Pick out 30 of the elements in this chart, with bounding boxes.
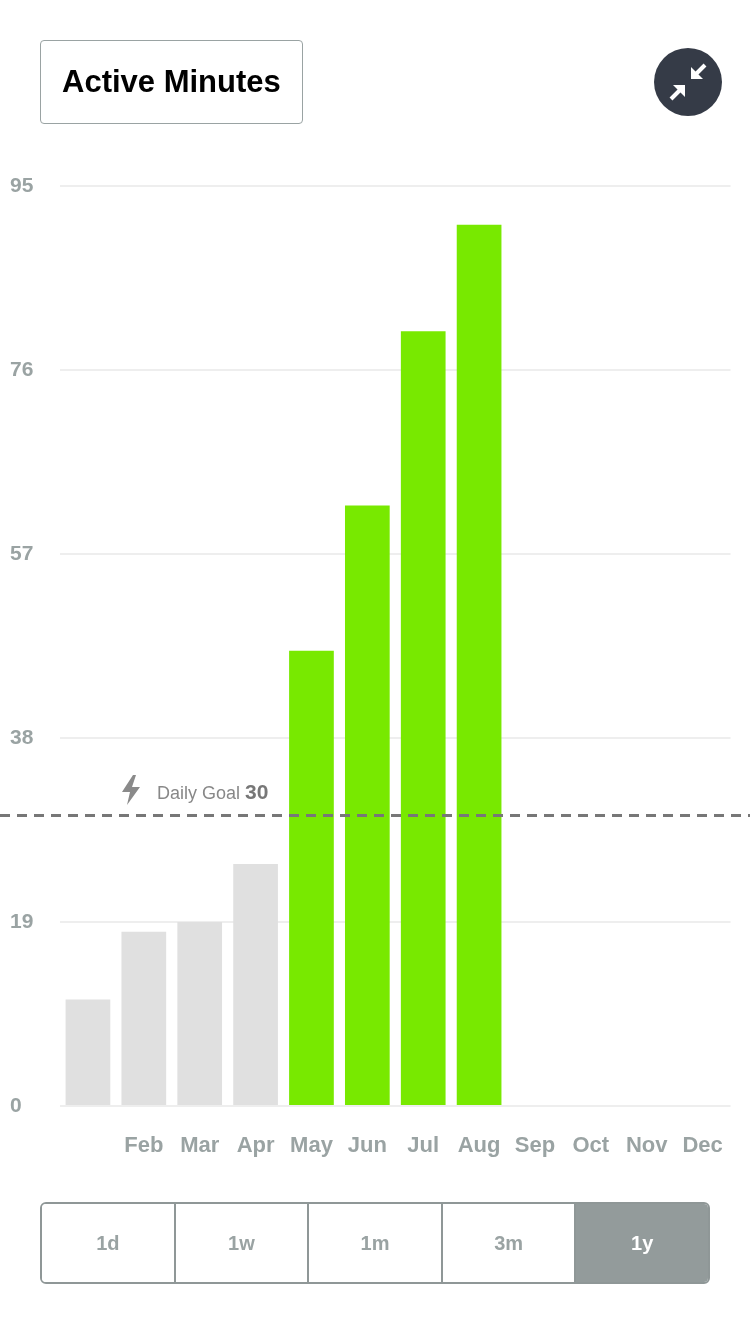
bar	[233, 863, 278, 1105]
x-tick-label: Jul	[407, 1132, 440, 1158]
x-tick-label: Feb	[124, 1132, 164, 1158]
bar	[344, 505, 390, 1105]
bar	[65, 999, 111, 1105]
x-tick-label: Nov	[625, 1132, 669, 1158]
x-tick-label: May	[290, 1132, 334, 1158]
bar	[289, 650, 334, 1105]
bar	[177, 922, 223, 1105]
bar	[400, 331, 446, 1105]
x-tick-label: Aug	[457, 1132, 501, 1158]
y-tick-label: 76	[10, 356, 34, 380]
bar	[456, 224, 502, 1105]
y-tick-label: 19	[10, 908, 34, 932]
annotation: 30	[245, 780, 269, 804]
ref-line-label: Daily Goal	[157, 783, 241, 804]
title-box: Active Minutes	[40, 40, 303, 124]
x-tick-label: Apr	[236, 1132, 275, 1158]
chart-title: Active Minutes	[62, 64, 281, 100]
y-tick-label: 57	[10, 540, 34, 564]
x-tick-label: Jun	[347, 1132, 387, 1158]
x-tick-label: Mar	[180, 1132, 220, 1158]
y-tick-label: 95	[10, 172, 34, 196]
bar	[121, 931, 167, 1105]
x-tick-label: Oct	[572, 1132, 610, 1158]
x-tick-label: Dec	[682, 1132, 723, 1158]
y-tick-label: 0	[10, 1092, 22, 1116]
range-tab: 1y	[574, 1204, 708, 1282]
y-tick-label: 38	[10, 724, 34, 748]
x-tick-label: Sep	[514, 1132, 556, 1158]
